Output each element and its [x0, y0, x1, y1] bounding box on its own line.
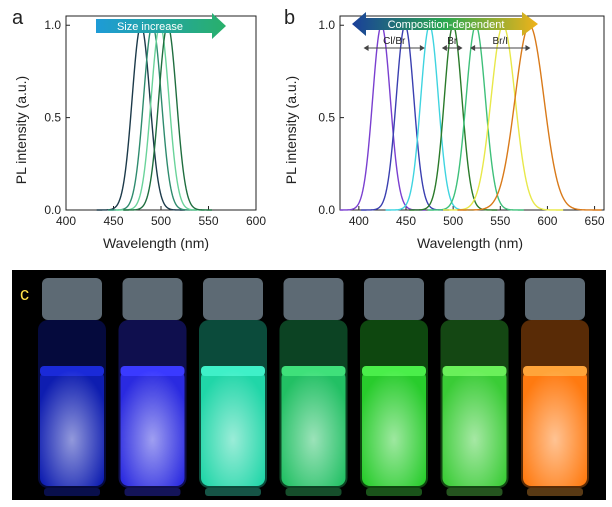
panel-a-frame [65, 15, 257, 211]
vial-glow [281, 370, 346, 486]
group-label: Br/I [493, 36, 509, 47]
chart-panel-a: a PL intensity (a.u.) Wavelength (nm) 40… [12, 7, 266, 251]
group-label: Cl/Br [383, 36, 406, 47]
panel-a-xtick-label: 600 [246, 214, 266, 228]
vial-reflection [44, 488, 100, 496]
vial-reflection [124, 488, 181, 496]
panel-a-ylabel: PL intensity (a.u.) [13, 76, 29, 184]
panel-a-series [96, 24, 213, 211]
panel-b-xtick-label: 400 [349, 214, 369, 228]
vial-row [38, 278, 589, 496]
panel-b-annotation: Composition-dependent [388, 19, 505, 31]
panel-b-ytick-label: 0.5 [318, 111, 335, 125]
panel-b-ytick-label: 1.0 [318, 18, 335, 32]
vial [360, 278, 428, 496]
panel-b-xtick-label: 550 [490, 214, 510, 228]
panel-b-frame [339, 15, 605, 211]
panel-a-xtick-label: 500 [151, 214, 171, 228]
vial-glow [442, 370, 507, 486]
panel-a-series-2-line [108, 24, 197, 211]
group-arrowhead-left [441, 45, 447, 51]
panel-b-xtick-label: 600 [537, 214, 557, 228]
panel-b-xtick-label: 450 [396, 214, 416, 228]
chart-panel-b: b PL intensity (a.u.) Wavelength (nm) 40… [283, 7, 605, 251]
panel-b-group-labels: Cl/Br Br Br/I [363, 36, 531, 51]
vial-cap [364, 278, 424, 320]
vial-glow [40, 370, 104, 486]
group-arrowhead-right [457, 45, 463, 51]
group-arrowhead-right [419, 45, 425, 51]
vial [521, 278, 589, 496]
panel-a-ytick-label: 1.0 [44, 18, 61, 32]
vial-glow [362, 370, 426, 486]
panel-b-xtick-label: 650 [585, 214, 605, 228]
panel-a-label: a [12, 7, 24, 29]
vial-reflection [446, 488, 503, 496]
vial [199, 278, 267, 496]
panel-b-series [340, 24, 602, 211]
panel-b-annotation-arrow: Composition-dependent [352, 12, 538, 36]
panel-b-xlabel: Wavelength (nm) [417, 235, 523, 251]
panel-b-xtick-label: 500 [443, 214, 463, 228]
panel-a-xtick-label: 400 [56, 214, 76, 228]
group-arrowhead-right [525, 45, 531, 51]
vial-reflection [285, 488, 342, 496]
vial-glow [120, 370, 185, 486]
photo-panel-c: c [12, 270, 606, 500]
group-arrowhead-left [470, 45, 476, 51]
panel-a-series-3-line [115, 24, 205, 211]
vial-cap [525, 278, 585, 320]
panel-a-ytick-label: 0.5 [44, 111, 61, 125]
vial-cap [203, 278, 263, 320]
vial-cap [444, 278, 505, 320]
vial-cap [42, 278, 102, 320]
panel-b-ticks: 400 450 500 550 600 650 0.0 0.5 1.0 [318, 18, 605, 228]
panel-a-xtick-label: 450 [103, 214, 123, 228]
panel-a-xlabel: Wavelength (nm) [103, 235, 209, 251]
panel-a-xtick-label: 550 [198, 214, 218, 228]
panel-a-annotation: Size increase [117, 21, 183, 33]
vial [38, 278, 106, 496]
panel-c-label: c [20, 284, 29, 304]
vial-glow [523, 370, 587, 486]
vial [440, 278, 509, 496]
panel-a-annotation-arrow: Size increase [96, 13, 226, 39]
group-label: Br [447, 36, 458, 47]
group-arrowhead-left [363, 45, 369, 51]
panel-a-ticks: 400 450 500 550 600 0.0 0.5 1.0 [44, 18, 266, 228]
panel-b-ytick-label: 0.0 [318, 203, 335, 217]
panel-b-label: b [284, 7, 295, 29]
vial-glow [201, 370, 265, 486]
panel-b-ylabel: PL intensity (a.u.) [283, 76, 299, 184]
vial-cap [122, 278, 183, 320]
vial [118, 278, 187, 496]
vial-reflection [527, 488, 583, 496]
panel-a-ytick-label: 0.0 [44, 203, 61, 217]
vial-cap [283, 278, 344, 320]
vial [279, 278, 348, 496]
vial-reflection [366, 488, 422, 496]
vial-reflection [205, 488, 261, 496]
panel-b-series-6-line [443, 24, 564, 211]
